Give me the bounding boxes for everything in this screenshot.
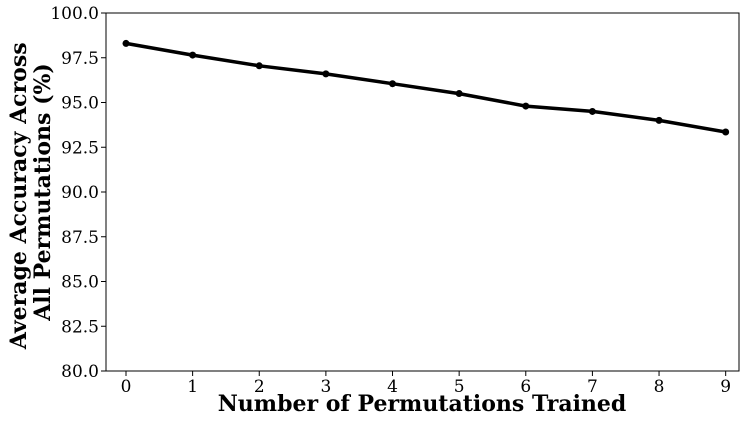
x-axis: 0 1 2 3 4 5 6 7 8 9 [121, 371, 731, 397]
y-axis: 80.0 82.5 85.0 87.5 90.0 92.5 95.0 97.5 100.0 [50, 4, 106, 382]
data-point [389, 80, 397, 88]
data-point [588, 107, 596, 115]
x-tick-label: 6 [520, 377, 531, 397]
x-tick-label: 2 [254, 377, 265, 397]
y-axis-label: Average Accuracy Across All Permutations… [6, 35, 56, 351]
data-point [522, 102, 530, 110]
x-tick-label: 9 [720, 377, 731, 397]
x-axis-label: Number of Permutations Trained [218, 391, 627, 417]
y-tick-label: 95.0 [61, 94, 99, 114]
x-tick-label: 3 [320, 377, 331, 397]
x-tick-label: 4 [387, 377, 398, 397]
data-point [255, 62, 263, 70]
y-tick-label: 100.0 [50, 4, 99, 24]
y-tick-label: 87.5 [61, 228, 99, 248]
y-tick-label: 97.5 [61, 49, 99, 69]
y-axis-label-line-1: Average Accuracy Across [6, 42, 32, 350]
x-tick-label: 8 [654, 377, 665, 397]
data-point [655, 116, 663, 124]
x-tick-label: 0 [121, 377, 132, 397]
data-point [189, 51, 197, 59]
y-tick-label: 82.5 [61, 317, 99, 337]
data-points [122, 39, 730, 136]
y-axis-label-line-2: All Permutations (%) [30, 63, 56, 322]
x-tick-label: 1 [187, 377, 198, 397]
plot-area [105, 12, 740, 372]
y-tick-label: 92.5 [61, 138, 99, 158]
data-point [722, 128, 730, 136]
x-tick-label: 7 [587, 377, 598, 397]
data-point [122, 39, 130, 47]
y-tick-label: 85.0 [61, 273, 99, 293]
data-point [322, 70, 330, 78]
y-tick-label: 90.0 [61, 183, 99, 203]
data-point [455, 90, 463, 98]
series-line [124, 41, 728, 134]
y-tick-label: 80.0 [61, 362, 99, 382]
x-tick-label: 5 [454, 377, 465, 397]
